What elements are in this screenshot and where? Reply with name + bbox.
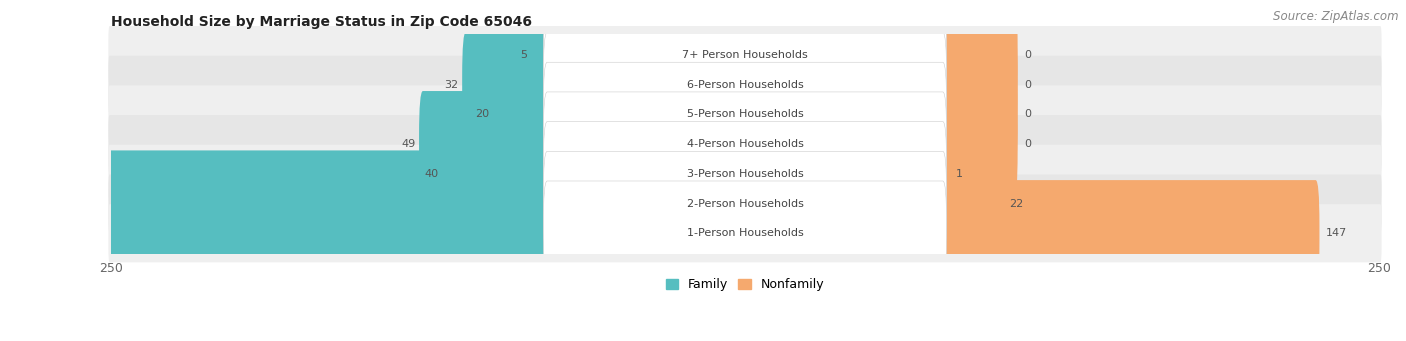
Text: Household Size by Marriage Status in Zip Code 65046: Household Size by Marriage Status in Zip…	[111, 15, 531, 29]
Text: 7+ Person Households: 7+ Person Households	[682, 50, 808, 60]
Text: Source: ZipAtlas.com: Source: ZipAtlas.com	[1274, 10, 1399, 23]
Text: 1: 1	[956, 169, 963, 179]
FancyBboxPatch shape	[530, 2, 551, 108]
Text: 3-Person Households: 3-Person Households	[686, 169, 803, 179]
FancyBboxPatch shape	[492, 61, 551, 168]
Text: 20: 20	[475, 109, 489, 119]
FancyBboxPatch shape	[939, 121, 949, 227]
FancyBboxPatch shape	[108, 145, 1382, 203]
FancyBboxPatch shape	[543, 32, 946, 137]
FancyBboxPatch shape	[939, 32, 1018, 138]
FancyBboxPatch shape	[939, 180, 1319, 286]
FancyBboxPatch shape	[441, 121, 551, 227]
FancyBboxPatch shape	[543, 151, 946, 256]
FancyBboxPatch shape	[108, 56, 1382, 114]
FancyBboxPatch shape	[543, 181, 946, 285]
Text: 5-Person Households: 5-Person Households	[686, 109, 803, 119]
FancyBboxPatch shape	[108, 115, 1382, 173]
Text: 22: 22	[1008, 198, 1024, 209]
FancyBboxPatch shape	[939, 2, 1018, 108]
FancyBboxPatch shape	[108, 204, 1382, 262]
FancyBboxPatch shape	[108, 85, 1382, 144]
Text: 224: 224	[0, 198, 22, 209]
FancyBboxPatch shape	[543, 3, 946, 107]
FancyBboxPatch shape	[108, 26, 1382, 84]
Text: 49: 49	[401, 139, 415, 149]
Text: 40: 40	[425, 169, 439, 179]
Text: 0: 0	[1024, 50, 1031, 60]
FancyBboxPatch shape	[0, 150, 551, 257]
Text: 2-Person Households: 2-Person Households	[686, 198, 803, 209]
FancyBboxPatch shape	[543, 62, 946, 167]
Text: 4-Person Households: 4-Person Households	[686, 139, 803, 149]
FancyBboxPatch shape	[939, 61, 1018, 168]
Text: 1-Person Households: 1-Person Households	[686, 228, 803, 238]
Text: 0: 0	[1024, 80, 1031, 90]
Legend: Family, Nonfamily: Family, Nonfamily	[661, 273, 830, 296]
FancyBboxPatch shape	[463, 32, 551, 138]
FancyBboxPatch shape	[543, 122, 946, 226]
FancyBboxPatch shape	[543, 92, 946, 196]
FancyBboxPatch shape	[939, 91, 1018, 197]
FancyBboxPatch shape	[419, 91, 551, 197]
Text: 6-Person Households: 6-Person Households	[686, 80, 803, 90]
FancyBboxPatch shape	[108, 175, 1382, 233]
Text: 5: 5	[520, 50, 527, 60]
Text: 0: 0	[1024, 139, 1031, 149]
Text: 0: 0	[1024, 109, 1031, 119]
FancyBboxPatch shape	[939, 150, 1002, 257]
Text: 147: 147	[1326, 228, 1347, 238]
Text: 32: 32	[444, 80, 458, 90]
